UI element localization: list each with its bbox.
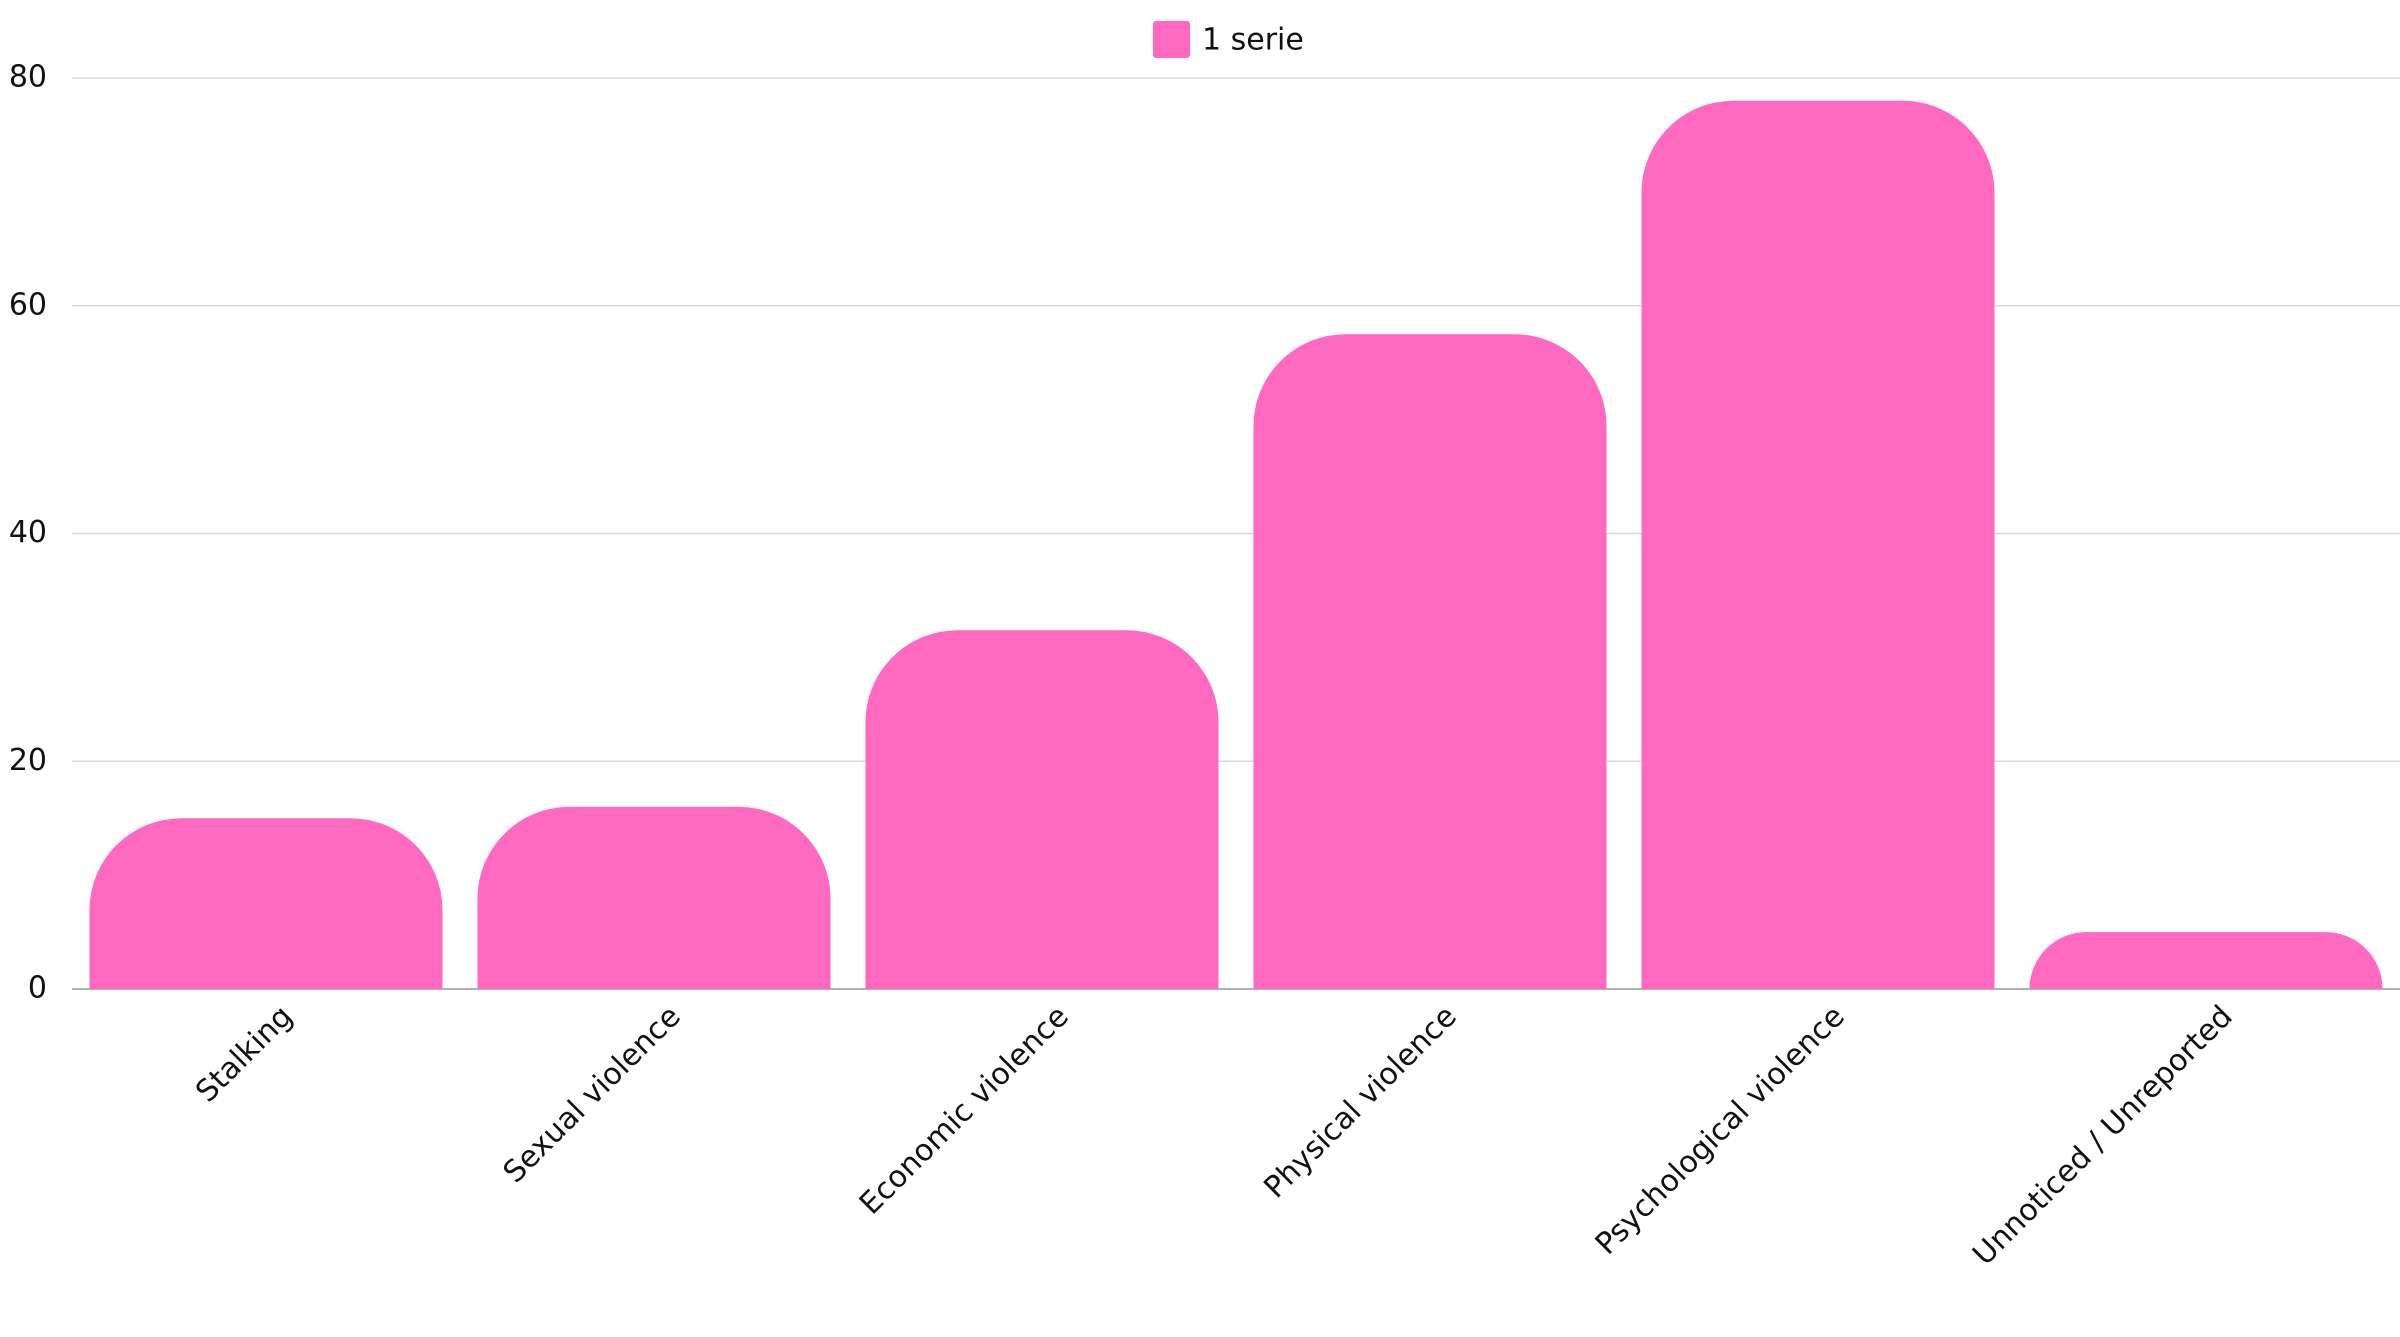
x-tick-label: Sexual violence — [497, 999, 688, 1190]
x-tick-label: Psychological violence — [1589, 999, 1852, 1262]
legend-swatch — [1153, 21, 1190, 58]
y-tick-label: 80 — [9, 60, 47, 95]
bar — [89, 818, 443, 989]
x-tick-label: Economic violence — [853, 999, 1076, 1222]
y-tick-label: 60 — [9, 287, 47, 322]
bar — [2029, 932, 2383, 989]
bar — [1641, 100, 1995, 989]
x-tick-label: Physical violence — [1257, 999, 1463, 1205]
y-tick-label: 20 — [9, 743, 47, 778]
x-tick-label: Stalking — [189, 999, 300, 1110]
legend-label: 1 serie — [1202, 23, 1304, 58]
bar — [477, 806, 831, 989]
bar — [865, 630, 1219, 989]
y-tick-label: 40 — [9, 515, 47, 550]
bar — [1253, 334, 1607, 989]
y-tick-label: 0 — [28, 971, 47, 1006]
x-tick-label: Unnoticed / Unreported — [1966, 999, 2239, 1272]
